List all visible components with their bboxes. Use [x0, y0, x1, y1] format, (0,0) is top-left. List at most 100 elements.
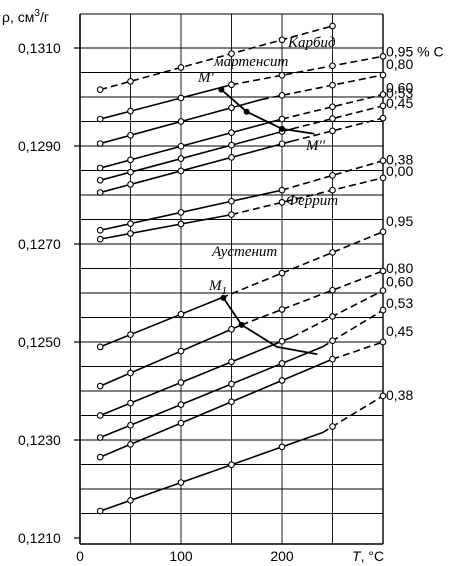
data-marker	[228, 358, 235, 366]
data-marker	[96, 343, 104, 351]
data-marker	[96, 453, 104, 461]
data-marker	[379, 267, 387, 275]
data-marker	[96, 115, 104, 123]
data-marker	[329, 423, 336, 430]
series-solid-line	[99, 83, 232, 120]
y-tick-label: 0,1270	[18, 236, 61, 252]
data-marker	[228, 104, 235, 112]
data-marker	[278, 92, 286, 99]
series-dashed-line	[241, 270, 384, 326]
data-marker	[329, 355, 336, 363]
series-label: 0,95	[386, 213, 413, 229]
data-marker	[96, 434, 104, 441]
series-solid-line	[99, 431, 323, 512]
data-marker	[329, 103, 336, 111]
data-marker	[278, 71, 286, 79]
series-solid-line	[99, 346, 323, 439]
y-tick-label: 0,1210	[18, 530, 61, 546]
data-marker	[228, 141, 235, 149]
chart-labels: 0,95 % С0,800,600,530,450,380,000,950,80…	[197, 35, 444, 403]
x-tick-label: 100	[169, 548, 193, 564]
data-marker	[379, 287, 387, 294]
series-solid-line	[99, 297, 222, 348]
series-dashed-line	[291, 117, 384, 142]
data-marker	[329, 313, 336, 320]
y-tick-label: 0,1250	[18, 334, 61, 350]
data-marker	[177, 220, 185, 228]
x-axis-label: T, °C	[352, 548, 384, 564]
data-marker	[127, 131, 134, 139]
data-marker	[278, 377, 286, 384]
data-marker	[177, 167, 185, 175]
data-marker	[228, 197, 235, 205]
data-marker	[228, 461, 235, 469]
series-label: 0,80	[386, 260, 413, 276]
data-marker	[96, 164, 104, 172]
data-marker	[127, 107, 134, 115]
data-marker	[329, 22, 336, 30]
data-marker	[379, 52, 387, 60]
data-marker	[329, 62, 336, 70]
point-label-m1: M1	[208, 278, 227, 297]
data-marker	[177, 94, 185, 102]
data-marker	[96, 140, 104, 147]
data-marker	[127, 399, 134, 407]
transition-curve	[222, 297, 318, 356]
data-marker	[379, 338, 387, 346]
data-marker	[329, 127, 336, 135]
data-marker	[228, 325, 235, 333]
phase-label-carbide: Карбид	[287, 35, 336, 51]
x-tick-label: 0	[76, 548, 84, 564]
data-marker	[278, 140, 286, 148]
series-label: 0,00	[386, 163, 413, 179]
data-marker	[127, 497, 134, 504]
data-marker	[228, 398, 235, 406]
series-dashed-line	[99, 25, 333, 91]
data-marker	[278, 115, 286, 123]
phase-label-austenite: Аустенит	[211, 244, 277, 260]
data-marker	[177, 64, 185, 71]
data-marker	[127, 156, 134, 164]
data-marker	[278, 36, 286, 44]
data-marker	[278, 306, 286, 313]
data-marker	[127, 220, 134, 227]
series-label: 0,95 % С	[386, 43, 444, 59]
data-marker	[96, 226, 104, 234]
data-marker	[228, 81, 235, 89]
data-marker	[379, 306, 387, 314]
transition-point	[243, 108, 250, 115]
data-marker	[379, 114, 387, 122]
data-marker	[379, 157, 387, 165]
series-dashed-line	[261, 74, 384, 101]
data-markers	[96, 22, 387, 515]
data-marker	[329, 172, 336, 179]
axes: 0,1210 0,1230 0,1250 0,1270 0,1290 0,1310 0 100…	[2, 8, 384, 564]
data-marker	[127, 230, 134, 237]
point-label-ms-prime: M'	[197, 70, 214, 86]
data-marker	[96, 189, 104, 196]
data-marker	[177, 479, 185, 486]
data-marker	[278, 199, 286, 206]
x-tick-label: 200	[270, 548, 294, 564]
series-label: 0,53	[386, 85, 413, 101]
data-marker	[127, 181, 134, 188]
series-dashed-line	[231, 55, 384, 86]
data-marker	[177, 419, 185, 427]
data-marker	[177, 401, 185, 408]
data-marker	[379, 228, 387, 236]
phase-label-martensite: мартенсит	[213, 54, 288, 70]
data-marker	[127, 77, 134, 85]
data-marker	[96, 176, 104, 184]
data-marker	[127, 168, 134, 176]
series-dashed-line	[281, 93, 384, 120]
series-label: 0,60	[386, 274, 413, 290]
data-marker	[379, 102, 387, 110]
series-label: 0,45	[386, 323, 413, 339]
data-marker	[96, 507, 104, 515]
data-marker	[127, 421, 134, 429]
y-tick-label: 0,1230	[18, 432, 61, 448]
data-marker	[96, 382, 104, 390]
data-marker	[278, 337, 286, 345]
transition-point	[279, 125, 285, 132]
